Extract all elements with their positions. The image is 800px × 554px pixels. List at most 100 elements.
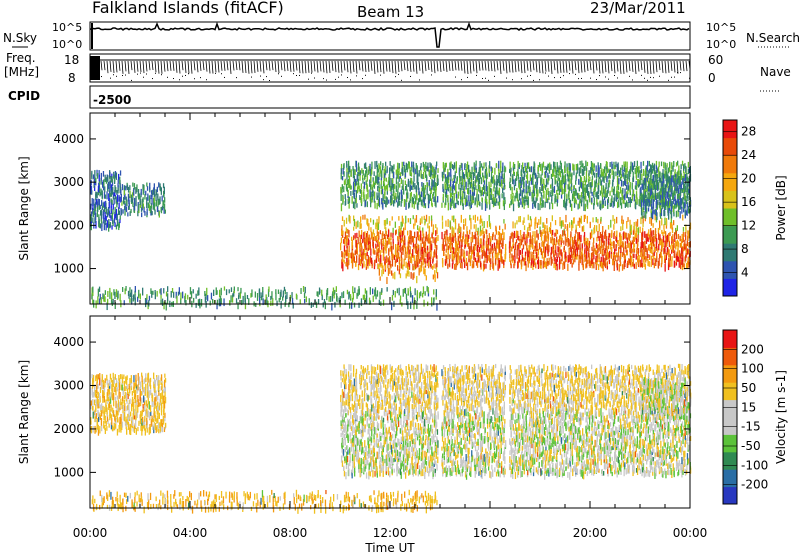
power-cell [665,252,667,261]
power-cell [514,222,516,229]
power-cell [383,246,385,254]
power-cell [374,250,376,255]
nave-stroke [499,60,502,74]
power-cell [352,166,354,171]
power-cell [527,250,529,258]
power-cell [543,183,545,189]
power-cell [673,220,675,226]
power-cell [619,186,622,194]
power-cell [342,263,344,272]
nave-stroke [229,60,232,74]
power-cell [365,298,367,303]
power-cell [251,289,253,297]
power-cell [652,191,654,199]
power-cell [520,239,523,246]
power-cell [467,239,469,247]
power-cell [411,236,414,243]
power-cell [401,261,403,269]
power-cell [559,171,561,178]
power-cell [358,182,360,189]
power-cell [131,289,133,297]
power-cell [518,216,520,223]
power-cell [483,231,485,239]
power-cell [656,256,658,263]
power-cell [483,264,485,270]
power-cell [490,166,492,172]
power-cell [647,160,649,167]
power-cell [375,175,377,184]
power-cell [675,240,677,248]
power-cell [514,195,516,202]
power-cell [526,174,528,179]
power-cell [366,218,368,225]
power-cell [469,246,471,254]
power-cell [437,168,439,173]
power-cell [595,192,597,198]
power-cell [409,166,411,175]
power-cell [364,231,366,237]
power-cell [575,189,577,196]
power-cell [355,195,357,204]
nave-dot [578,78,579,80]
nave-stroke [433,60,436,74]
power-cell [161,298,164,306]
power-cell [150,190,153,195]
velocity-cell [102,398,104,403]
power-cell [567,263,569,271]
power-cell [105,222,107,231]
power-cell [378,174,380,181]
power-cell [550,184,552,189]
power-cell [459,188,461,196]
power-cell [664,210,666,217]
power-cell [641,200,643,208]
power-cell [344,231,347,239]
power-cell [349,215,351,224]
power-cell [465,181,467,190]
power-cell [486,198,488,205]
power-cell [480,179,483,185]
power-cell [617,255,619,261]
velocity-cell [96,374,98,379]
power-cell [545,235,548,242]
power-cell [568,180,570,189]
power-cell [636,247,638,254]
power-cell [663,224,665,230]
power-cell [433,297,435,302]
power-cell [607,197,610,203]
power-cell [629,240,632,247]
power-cell [676,255,679,262]
nave-dot [461,79,462,81]
nave-label: Nave [760,65,791,79]
power-cell [447,263,449,269]
power-cell [586,215,588,224]
power-cell [624,161,627,168]
power-cell [490,179,492,188]
power-cell [423,299,425,307]
power-cell [330,296,332,302]
nave-stroke [586,60,589,71]
power-cell [544,246,547,253]
power-cell [614,218,616,225]
power-cell [561,220,563,227]
power-cell [444,178,447,183]
power-cell [657,200,659,206]
power-cell [393,191,395,200]
power-cell [359,173,361,181]
power-cell [564,250,566,257]
power-cell [533,188,536,197]
power-cell [512,244,514,249]
nave-stroke [523,60,526,74]
power-cell [629,169,631,178]
nave-dot [614,75,615,77]
power-cell [485,184,488,192]
power-cell [386,197,388,205]
power-cell [643,182,645,190]
nave-stroke [490,60,493,72]
power-cell [452,247,455,254]
power-cell [341,216,344,221]
power-cell [435,200,437,208]
power-cell [563,180,566,188]
power-cell [515,190,518,197]
power-cell [567,238,569,244]
